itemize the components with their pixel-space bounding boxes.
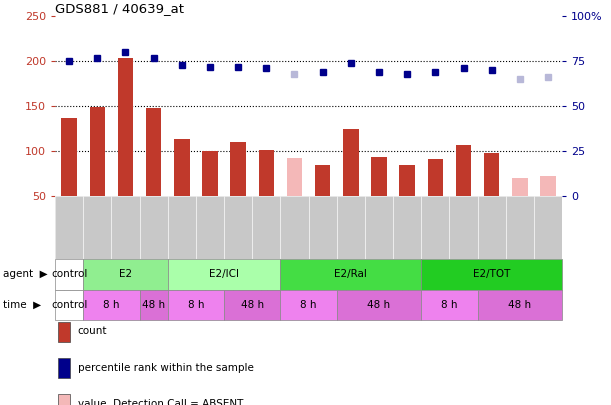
Bar [534,196,562,259]
Bar [167,196,196,259]
Text: count: count [78,326,108,336]
Bar [57,322,70,342]
Bar [258,149,274,196]
Bar [421,259,562,290]
Bar [139,196,167,259]
Bar [540,176,556,196]
Bar [167,290,224,320]
Bar [315,165,331,196]
Text: E2: E2 [119,269,132,279]
Bar [55,290,83,320]
Bar [57,394,70,405]
Bar [506,196,534,259]
Bar [393,196,421,259]
Bar [512,178,528,196]
Bar [118,58,133,196]
Bar [343,129,359,196]
Bar [280,290,337,320]
Bar [174,139,189,196]
Bar [230,142,246,196]
Bar [478,290,562,320]
Bar [55,196,83,259]
Bar [167,259,280,290]
Bar [61,118,77,196]
Text: E2/TOT: E2/TOT [473,269,510,279]
Text: 48 h: 48 h [508,300,532,310]
Bar [83,290,139,320]
Bar [337,196,365,259]
Text: control: control [51,269,87,279]
Bar [428,160,443,196]
Text: 8 h: 8 h [300,300,317,310]
Text: percentile rank within the sample: percentile rank within the sample [78,363,254,373]
Bar [224,196,252,259]
Bar [83,196,111,259]
Text: E2/Ral: E2/Ral [334,269,367,279]
Bar [337,290,421,320]
Bar [450,196,478,259]
Bar [365,196,393,259]
Text: 48 h: 48 h [367,300,390,310]
Bar [309,196,337,259]
Bar [55,259,83,290]
Bar [89,107,105,196]
Text: GDS881 / 40639_at: GDS881 / 40639_at [55,2,184,15]
Text: agent  ▶: agent ▶ [3,269,48,279]
Text: time  ▶: time ▶ [3,300,41,310]
Bar [196,196,224,259]
Bar [478,196,506,259]
Text: 8 h: 8 h [441,300,458,310]
Bar [83,259,167,290]
Bar [484,153,499,196]
Bar [224,290,280,320]
Text: 48 h: 48 h [241,300,264,310]
Bar [280,196,309,259]
Bar [202,151,218,196]
Text: E2/ICI: E2/ICI [209,269,239,279]
Bar [287,158,302,196]
Bar [371,157,387,196]
Text: control: control [51,300,87,310]
Text: 8 h: 8 h [188,300,204,310]
Bar [146,108,161,196]
Text: 8 h: 8 h [103,300,120,310]
Bar [421,196,450,259]
Bar [456,145,471,196]
Bar [111,196,139,259]
Bar [57,358,70,378]
Text: value, Detection Call = ABSENT: value, Detection Call = ABSENT [78,399,243,405]
Bar [139,290,167,320]
Bar [421,290,478,320]
Text: 48 h: 48 h [142,300,165,310]
Bar [400,165,415,196]
Bar [280,259,421,290]
Bar [252,196,280,259]
